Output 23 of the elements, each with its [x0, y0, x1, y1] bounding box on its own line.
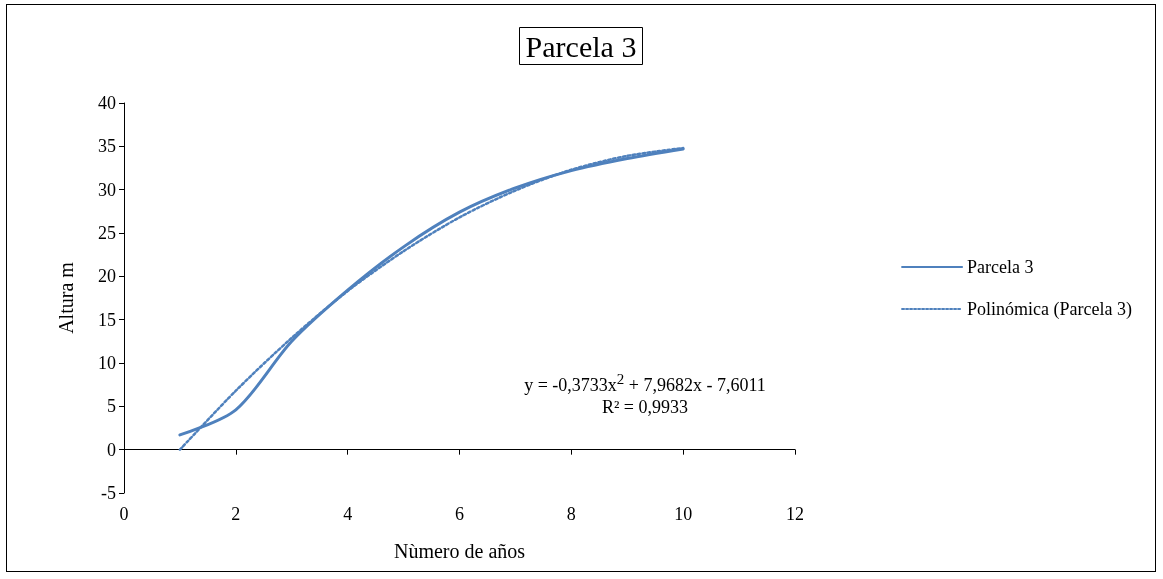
x-tick-label: 12 [786, 504, 804, 524]
y-tick-label: -5 [101, 483, 116, 503]
x-tick-label: 2 [231, 504, 241, 524]
x-tick-label: 4 [343, 504, 353, 524]
annotation: R² = 0,9933 [600, 396, 690, 418]
annotation: y = -0,3733x$^{2}$ + 7,9682x - 7,6011 [523, 370, 767, 396]
y-tick-label: 30 [98, 179, 116, 200]
y-tick-label: 40 [98, 93, 116, 113]
y-tick-label: 10 [98, 353, 116, 373]
x-tick-label: 10 [674, 504, 693, 524]
legend-label: Parcela 3 [967, 257, 1034, 277]
y-tick-label: 25 [98, 223, 116, 243]
x-tick-label: 8 [566, 504, 576, 524]
chart-title: Parcela 3 [525, 29, 637, 63]
y-tick-label: 15 [98, 309, 116, 330]
y-tick-label: 35 [98, 136, 116, 157]
y-tick-label: 5 [107, 396, 116, 417]
x-axis-title: Nùmero de años [393, 540, 526, 562]
legend-label: Polinómica (Parcela 3) [967, 299, 1133, 320]
y-tick-label: 20 [98, 266, 116, 287]
y-axis-title: Altura m [55, 261, 77, 334]
x-tick-label: 6 [455, 504, 464, 524]
y-tick-label: 0 [107, 439, 116, 460]
